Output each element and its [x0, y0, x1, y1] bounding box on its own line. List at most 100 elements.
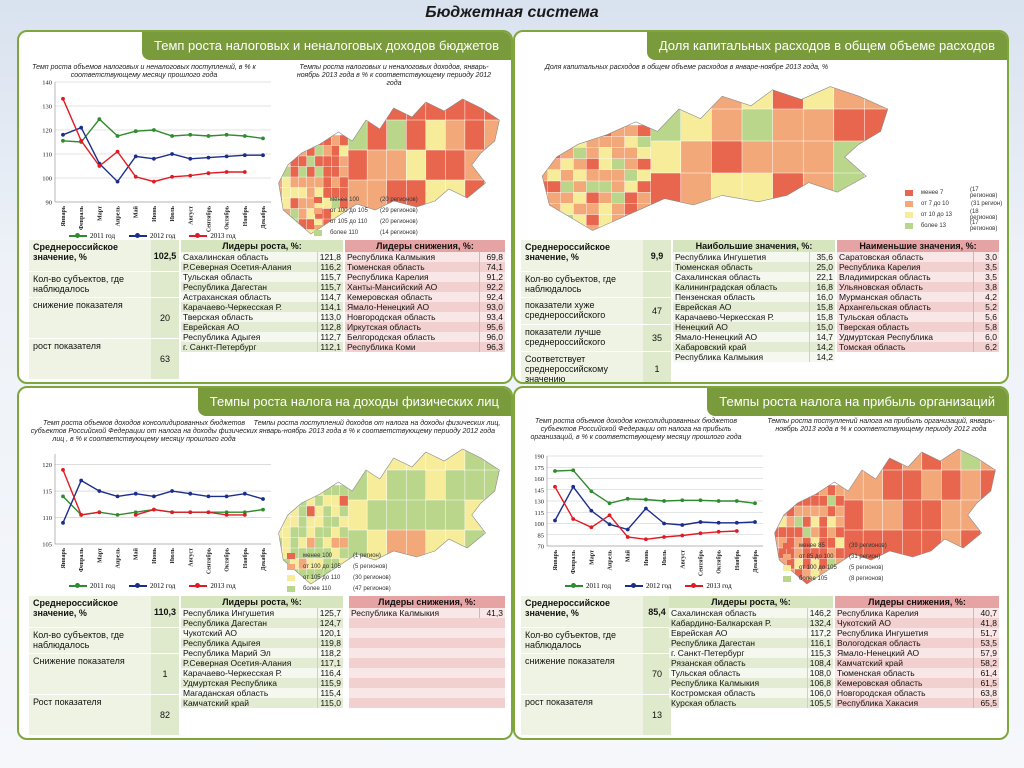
map-region [542, 203, 549, 216]
legend-swatch [625, 583, 644, 588]
list-item: Кабардино-Балкарская Р. 132,4 [669, 618, 833, 628]
map-region [306, 516, 316, 528]
region-value: 105,5 [807, 698, 833, 708]
region-value: 117,2 [807, 628, 833, 638]
legend-label: более 13 [920, 222, 947, 229]
region-name: Республика Дагестан [183, 282, 268, 292]
map-region [624, 136, 639, 149]
region-name: Карачаево-Черкесская Р. [183, 668, 282, 678]
line-chart-q1: 90 100 110 120 130 140 Январь Февраль Март Апрель… [27, 76, 277, 246]
map-region [331, 526, 341, 539]
summary-row: Среднероссийское значение, % 9,9 [521, 240, 671, 272]
list-item: Кемеровская область 61,5 [835, 678, 999, 688]
y-tick-label: 130 [534, 499, 544, 506]
legend-swatch [905, 211, 913, 218]
region-value: 146,2 [807, 608, 833, 618]
region-name: Республика Калмыкия [671, 678, 760, 688]
summary-value: 82 [151, 695, 179, 735]
map-region [902, 469, 924, 502]
map-region [366, 499, 388, 532]
region-name: Мурманская область [839, 292, 922, 302]
map-region [921, 469, 943, 502]
map-region [464, 499, 486, 532]
map-region [464, 99, 486, 122]
map-region [741, 204, 774, 231]
map-region [680, 86, 713, 111]
data-point [79, 512, 84, 517]
map-region [774, 558, 779, 570]
map-region [322, 505, 332, 518]
map-region [586, 214, 600, 227]
region-value: 6,0 [973, 332, 999, 342]
map-region [637, 158, 651, 171]
list-header: Наибольшие значения, %: [673, 240, 835, 252]
data-point [607, 513, 612, 518]
legend-label: от 100 до 105 [330, 207, 368, 214]
map-region [464, 209, 486, 234]
chart-svg: 70 85 100 115 130 145 160 175 190 Январь Февраль Ма… [534, 454, 763, 576]
data-point [261, 507, 265, 512]
map-region [794, 526, 804, 539]
map-region [586, 158, 600, 171]
legend-label: 2011 год [586, 582, 612, 590]
data-point [571, 468, 576, 473]
map-caption: Темпы роста поступлений доходов от налог… [253, 420, 501, 435]
map-region [484, 559, 500, 584]
list-item: Тверская область 5,8 [837, 322, 999, 332]
map-region [322, 537, 332, 549]
map-region [425, 209, 447, 234]
map-region [941, 469, 963, 502]
map-region [484, 119, 500, 152]
legend-label: от 100 до 105 [799, 564, 837, 571]
legend-count: (39 регионов) [849, 542, 887, 549]
map-region [366, 469, 388, 502]
list-item: Курская область 105,5 [669, 698, 833, 708]
region-name: Камчатский край [837, 658, 904, 668]
list-item: Мурманская область 4,2 [837, 292, 999, 302]
map-region [573, 169, 587, 182]
summary-row: показатели лучше среднероссийского 35 [521, 325, 671, 352]
map-region [331, 516, 341, 528]
region-name: Тюменская область [837, 668, 915, 678]
legend-label: от 85 до 100 [799, 553, 834, 560]
region-value: 120,1 [317, 628, 343, 638]
data-point [680, 498, 685, 503]
map-region [366, 149, 388, 182]
map-caption: Темпы роста налоговых и неналоговых дохо… [296, 64, 492, 87]
map-region [864, 140, 888, 175]
list-item: Тверская область 113,0 [181, 312, 343, 322]
x-tick-label: Август [188, 206, 194, 225]
map-region [339, 484, 349, 497]
map-region [298, 516, 308, 528]
map-region [278, 558, 283, 570]
x-tick-label: Февраль [79, 547, 85, 572]
map-region [281, 505, 292, 518]
map-region [827, 516, 837, 528]
region-name: Рязанская область [671, 658, 746, 668]
region-value: 74,1 [479, 262, 505, 272]
map-region [278, 484, 283, 497]
data-point [224, 132, 229, 137]
map-region [980, 529, 996, 562]
map-region [406, 99, 428, 122]
list-item: г. Санкт-Петербург 112,1 [181, 342, 343, 352]
region-name: Удмуртская Республика [183, 678, 278, 688]
map-region [941, 499, 963, 532]
region-value: 124,7 [317, 618, 343, 628]
data-point [261, 136, 265, 141]
region-name: Еврейская АО [675, 302, 732, 312]
map-region [386, 149, 408, 182]
russia-map-q1 [274, 90, 504, 240]
list-item: Сахалинская область 22,1 [673, 272, 835, 282]
list-item: Костромская область 106,0 [669, 688, 833, 698]
map-region [542, 169, 549, 182]
data-point [61, 96, 65, 101]
legend-swatch [189, 233, 208, 238]
y-tick-label: 140 [42, 80, 52, 87]
list-item: Астраханская область 114,7 [181, 292, 343, 302]
map-region [774, 505, 779, 518]
summary-row: снижение показателя 70 [521, 654, 671, 695]
map-region [772, 108, 805, 143]
data-point [97, 117, 102, 122]
map-region [818, 484, 828, 497]
